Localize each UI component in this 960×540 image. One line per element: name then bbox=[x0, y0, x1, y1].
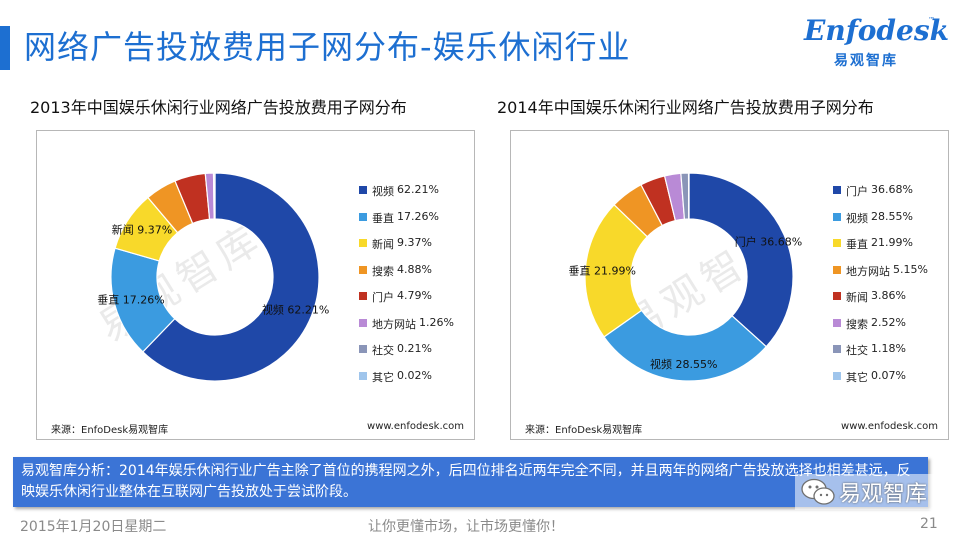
legend-value: 17.26% bbox=[397, 209, 439, 223]
footer-slogan: 让你更懂市场，让市场更懂你！ bbox=[368, 519, 564, 535]
chart-title-2014: 2014年中国娱乐休闲行业网络广告投放费用子网分布 bbox=[497, 98, 874, 117]
legend-label: 地方网站 bbox=[846, 264, 890, 278]
logo-trademark: ™ bbox=[928, 16, 935, 24]
legend-swatch bbox=[833, 371, 841, 380]
data-label-2: 新闻 9.37% bbox=[112, 223, 172, 237]
legend-label: 垂直 bbox=[846, 238, 868, 251]
chart-panel-2014: 易观智库 门户 36.68% 视频 28.55% 垂直 21.99% 门户 36.68… bbox=[510, 130, 949, 440]
chart-panel-2013: 易观智库 视频 62.21% 垂直 17.26% 新闻 9.37% 视频 62.21%… bbox=[36, 130, 475, 440]
legend-item: 社交 0.21% bbox=[359, 342, 474, 369]
legend-item: 社交 1.18% bbox=[833, 342, 948, 369]
legend-item: 搜索 4.88% bbox=[359, 263, 474, 290]
donut-slice-1 bbox=[603, 309, 768, 382]
legend-item: 视频 28.55% bbox=[833, 210, 948, 237]
source-website: www.enfodesk.com bbox=[367, 421, 464, 432]
legend-swatch bbox=[359, 345, 367, 353]
data-label-2: 垂直 21.99% bbox=[569, 263, 636, 277]
donut-slice-0 bbox=[141, 172, 320, 382]
logo-chinese-name: 易观智库 bbox=[834, 53, 898, 69]
legend-label: 地方网站 bbox=[372, 317, 416, 331]
page-title: 网络广告投放费用子网分布-娱乐休闲行业 bbox=[24, 28, 631, 66]
legend-label: 门户 bbox=[372, 291, 394, 304]
source-website: www.enfodesk.com bbox=[841, 421, 938, 432]
legend-value: 36.68% bbox=[871, 183, 913, 196]
legend-item: 搜索 2.52% bbox=[833, 316, 948, 343]
footer-date: 2015年1月20日星期二 bbox=[20, 519, 167, 535]
legend: 门户 36.68% 视频 28.55% 垂直 21.99% 地方网站 5.15% 新闻 3.86%… bbox=[833, 183, 948, 395]
legend-label: 搜索 bbox=[372, 264, 394, 278]
legend-value: 1.26% bbox=[419, 315, 454, 329]
donut-chart-2014: 门户 36.68% 视频 28.55% 垂直 21.99% bbox=[569, 172, 802, 382]
legend-value: 0.21% bbox=[397, 342, 432, 355]
legend-swatch bbox=[359, 292, 367, 300]
legend-swatch bbox=[359, 265, 367, 274]
legend-swatch bbox=[359, 212, 367, 221]
legend-swatch bbox=[833, 212, 841, 221]
legend-item: 新闻 9.37% bbox=[359, 236, 474, 263]
legend-item: 门户 4.79% bbox=[359, 289, 474, 316]
data-label-1: 视频 28.55% bbox=[650, 357, 717, 371]
legend-swatch bbox=[833, 265, 841, 274]
legend-item: 其它 0.07% bbox=[833, 369, 948, 396]
chart-title-2013: 2013年中国娱乐休闲行业网络广告投放费用子网分布 bbox=[30, 98, 407, 117]
legend-swatch bbox=[359, 318, 367, 327]
wechat-badge: 易观智库 bbox=[795, 474, 940, 510]
legend-value: 4.79% bbox=[397, 289, 432, 302]
data-label-0: 视频 62.21% bbox=[262, 303, 329, 317]
title-accent-bar bbox=[0, 26, 10, 70]
legend-swatch bbox=[833, 186, 841, 194]
legend-value: 5.15% bbox=[893, 262, 928, 276]
legend-swatch bbox=[833, 239, 841, 247]
legend-item: 垂直 21.99% bbox=[833, 236, 948, 263]
data-label-1: 垂直 17.26% bbox=[97, 292, 164, 306]
donut-slice-0 bbox=[688, 172, 794, 348]
legend-item: 视频 62.21% bbox=[359, 183, 474, 210]
legend-swatch bbox=[359, 239, 367, 247]
legend-label: 视频 bbox=[372, 185, 394, 198]
data-label-0: 门户 36.68% bbox=[735, 235, 802, 249]
legend-value: 0.02% bbox=[397, 368, 432, 382]
wechat-icon bbox=[801, 478, 835, 505]
legend-item: 地方网站 1.26% bbox=[359, 316, 474, 343]
legend-swatch bbox=[833, 318, 841, 327]
legend-label: 新闻 bbox=[846, 291, 868, 304]
legend-label: 其它 bbox=[846, 370, 868, 384]
legend-label: 新闻 bbox=[372, 238, 394, 251]
legend-value: 0.07% bbox=[871, 368, 906, 382]
legend-item: 新闻 3.86% bbox=[833, 289, 948, 316]
legend-label: 垂直 bbox=[372, 211, 394, 225]
source-note: 来源：EnfoDesk易观智库 bbox=[51, 425, 169, 436]
page-number: 21 bbox=[920, 516, 938, 532]
legend-item: 地方网站 5.15% bbox=[833, 263, 948, 290]
legend-label: 搜索 bbox=[846, 317, 868, 331]
legend-label: 社交 bbox=[372, 344, 394, 357]
legend-label: 门户 bbox=[846, 185, 868, 198]
legend-value: 9.37% bbox=[397, 236, 432, 249]
analysis-box: 易观智库分析：2014年娱乐休闲行业广告主除了首位的携程网之外，后四位排名近两年… bbox=[13, 457, 928, 507]
legend-item: 垂直 17.26% bbox=[359, 210, 474, 237]
legend-value: 21.99% bbox=[871, 236, 913, 249]
logo-wordmark: Enfodesk bbox=[804, 14, 949, 47]
legend: 视频 62.21% 垂直 17.26% 新闻 9.37% 搜索 4.88% 门户 4.79% 地方网… bbox=[359, 183, 474, 395]
legend-value: 4.88% bbox=[397, 262, 432, 276]
legend-swatch bbox=[359, 371, 367, 380]
legend-swatch bbox=[833, 345, 841, 353]
wechat-label: 易观智库 bbox=[839, 482, 928, 507]
legend-label: 其它 bbox=[372, 370, 394, 384]
legend-swatch bbox=[359, 186, 367, 194]
legend-item: 门户 36.68% bbox=[833, 183, 948, 210]
legend-swatch bbox=[833, 292, 841, 300]
legend-label: 社交 bbox=[846, 344, 868, 357]
legend-value: 3.86% bbox=[871, 289, 906, 302]
legend-value: 1.18% bbox=[871, 342, 906, 355]
legend-item: 其它 0.02% bbox=[359, 369, 474, 396]
legend-value: 2.52% bbox=[871, 315, 906, 329]
legend-value: 62.21% bbox=[397, 183, 439, 196]
legend-value: 28.55% bbox=[871, 209, 913, 223]
source-note: 来源：EnfoDesk易观智库 bbox=[525, 425, 643, 436]
legend-label: 视频 bbox=[846, 211, 868, 225]
donut-chart-2013: 视频 62.21% 垂直 17.26% 新闻 9.37% bbox=[97, 172, 329, 382]
enfodesk-logo: Enfodesk ™ 易观智库 bbox=[800, 14, 949, 74]
